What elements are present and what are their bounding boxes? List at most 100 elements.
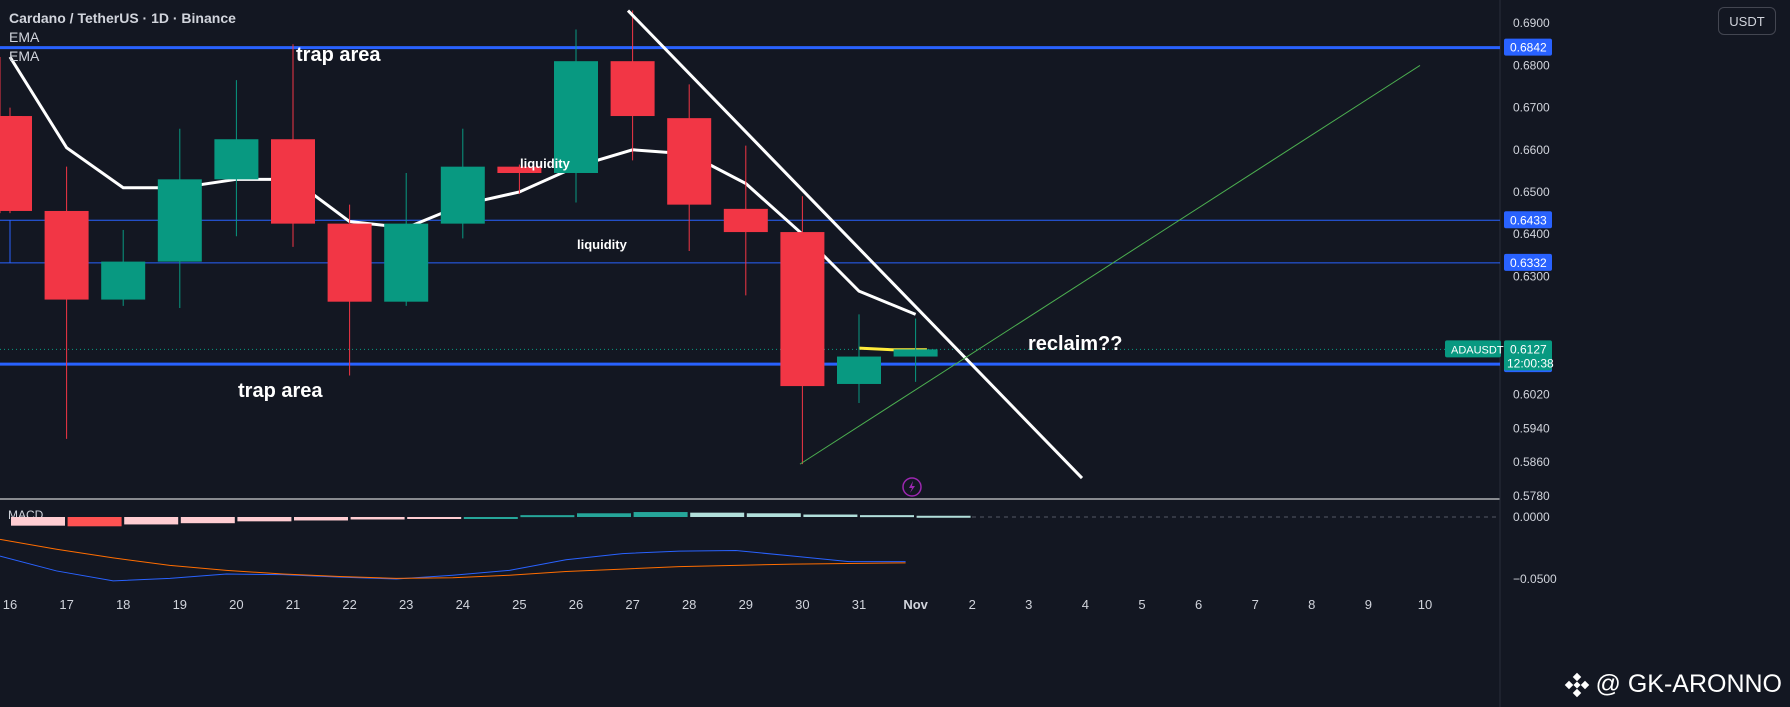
level-price-tag [1504, 211, 1552, 229]
x-axis-tick-label: 9 [1365, 597, 1372, 612]
y-axis-tick-label: 0.6400 [1513, 227, 1550, 241]
ema-indicator-label-1[interactable]: EMA [9, 29, 40, 45]
candle-body[interactable] [440, 166, 485, 224]
x-axis-tick-label: 5 [1138, 597, 1145, 612]
level-price-label: 0.6332 [1510, 256, 1547, 270]
candle-body[interactable] [327, 223, 372, 302]
level-price-label: 0.6433 [1510, 213, 1547, 227]
candle-body[interactable] [837, 356, 881, 384]
x-axis-tick-label: 28 [682, 597, 696, 612]
y-axis-tick-label: 0.6800 [1513, 58, 1550, 72]
y-axis-tick-label: 0.5940 [1513, 421, 1550, 435]
macd-line[interactable] [0, 549, 906, 582]
macd-histogram-bar [180, 517, 235, 524]
x-axis-tick-label: 4 [1082, 597, 1089, 612]
macd-histogram-bar [803, 514, 858, 517]
x-axis-tick-label: 29 [739, 597, 753, 612]
macd-histogram-bar [916, 515, 971, 518]
symbol-tag-label: ADAUSDT [1451, 344, 1504, 356]
macd-signal-line[interactable] [0, 538, 906, 579]
x-axis-tick-label: 21 [286, 597, 300, 612]
x-axis-tick-label: 26 [569, 597, 583, 612]
bar-countdown: 12:00:38 [1507, 356, 1554, 370]
candle-body[interactable] [214, 139, 259, 180]
candle-body[interactable] [44, 210, 89, 300]
candle-body[interactable] [271, 139, 315, 224]
x-axis-tick-label: 22 [342, 597, 356, 612]
candle-body[interactable] [667, 118, 712, 205]
author-watermark: @ GK-ARONNO [1564, 670, 1783, 699]
lightning-icon[interactable] [902, 477, 922, 497]
x-axis-tick-label: 24 [456, 597, 470, 612]
x-axis-tick-label: 19 [173, 597, 187, 612]
ascending-trendline[interactable] [799, 64, 1421, 465]
level-price-tag [1504, 253, 1552, 271]
candle-body[interactable] [157, 179, 202, 262]
candle-body[interactable] [780, 232, 825, 387]
symbol-title[interactable]: Cardano / TetherUS · 1D · Binance [9, 10, 236, 26]
annotation-label: reclaim?? [1028, 333, 1122, 355]
y-axis-tick-label: 0.6700 [1513, 101, 1550, 115]
watermark-text: @ GK-ARONNO [1595, 670, 1783, 698]
annotation-label: liquidity [520, 156, 571, 171]
x-axis-tick-label: 31 [852, 597, 866, 612]
x-axis-tick-label: 20 [229, 597, 243, 612]
macd-histogram-bar [124, 517, 179, 525]
candle-body[interactable] [497, 166, 542, 173]
x-axis-tick-label: 8 [1308, 597, 1315, 612]
macd-histogram-bar [463, 517, 518, 519]
candle-body[interactable] [0, 116, 32, 211]
x-axis-tick-label: 10 [1418, 597, 1432, 612]
y-axis-tick-label: 0.6500 [1513, 185, 1550, 199]
lightning-icon-glyph [909, 481, 915, 493]
y-axis-tick-label: 0.5860 [1513, 455, 1550, 469]
currency-button[interactable]: USDT [1718, 7, 1776, 35]
x-axis-tick-label: 7 [1252, 597, 1259, 612]
macd-histogram-bar [746, 513, 801, 517]
x-axis-tick-label: 17 [59, 597, 73, 612]
macd-histogram-bar [11, 517, 65, 526]
x-axis-tick-label: Nov [903, 597, 928, 612]
y-axis-tick-label: 0.6600 [1513, 143, 1550, 157]
x-axis-tick-label: 30 [795, 597, 809, 612]
y-axis-tick-label: 0.6020 [1513, 388, 1550, 402]
macd-histogram-bar [860, 515, 914, 518]
current-price-value: 0.6127 [1510, 342, 1547, 356]
annotation-label: trap area [296, 44, 381, 66]
current-price-tag [1504, 340, 1552, 371]
macd-histogram-bar [67, 517, 122, 527]
macd-histogram-bar [520, 515, 575, 518]
level-price-tag [1504, 38, 1552, 56]
annotation-label: trap area [238, 380, 323, 402]
candle-body[interactable] [101, 261, 146, 300]
candle-body[interactable] [384, 223, 429, 302]
x-axis-tick-label: 2 [969, 597, 976, 612]
y-axis-tick-label: 0.6900 [1513, 16, 1550, 30]
macd-histogram-bar [294, 517, 348, 521]
macd-tick-label: 0.0000 [1513, 510, 1550, 524]
x-axis-tick-label: 27 [625, 597, 639, 612]
y-axis-tick-label: 0.5780 [1513, 489, 1550, 503]
y-axis-tick-label: 0.6300 [1513, 269, 1550, 283]
x-axis-tick-label: 6 [1195, 597, 1202, 612]
ema-indicator-label-2[interactable]: EMA [9, 48, 40, 64]
symbol-tag [1445, 340, 1501, 358]
descending-trendline[interactable] [626, 9, 1084, 480]
macd-histogram-bar [633, 512, 688, 517]
level-price-label: 0.6842 [1510, 41, 1547, 55]
macd-histogram-bar [577, 513, 631, 517]
candle-body[interactable] [893, 349, 938, 357]
candle-body[interactable] [723, 208, 768, 233]
binance-logo-icon [1564, 672, 1589, 697]
x-axis-tick-label: 23 [399, 597, 413, 612]
candle-body[interactable] [554, 61, 598, 173]
x-axis-tick-label: 3 [1025, 597, 1032, 612]
macd-histogram-bar [350, 517, 405, 520]
annotation-label: liquidity [577, 237, 628, 252]
macd-histogram-bar [690, 512, 745, 517]
x-axis-tick-label: 16 [3, 597, 17, 612]
chart-legend: Cardano / TetherUS · 1D · Binance EMA EM… [9, 9, 236, 66]
candle-body[interactable] [610, 61, 655, 117]
x-axis-tick-label: 25 [512, 597, 526, 612]
